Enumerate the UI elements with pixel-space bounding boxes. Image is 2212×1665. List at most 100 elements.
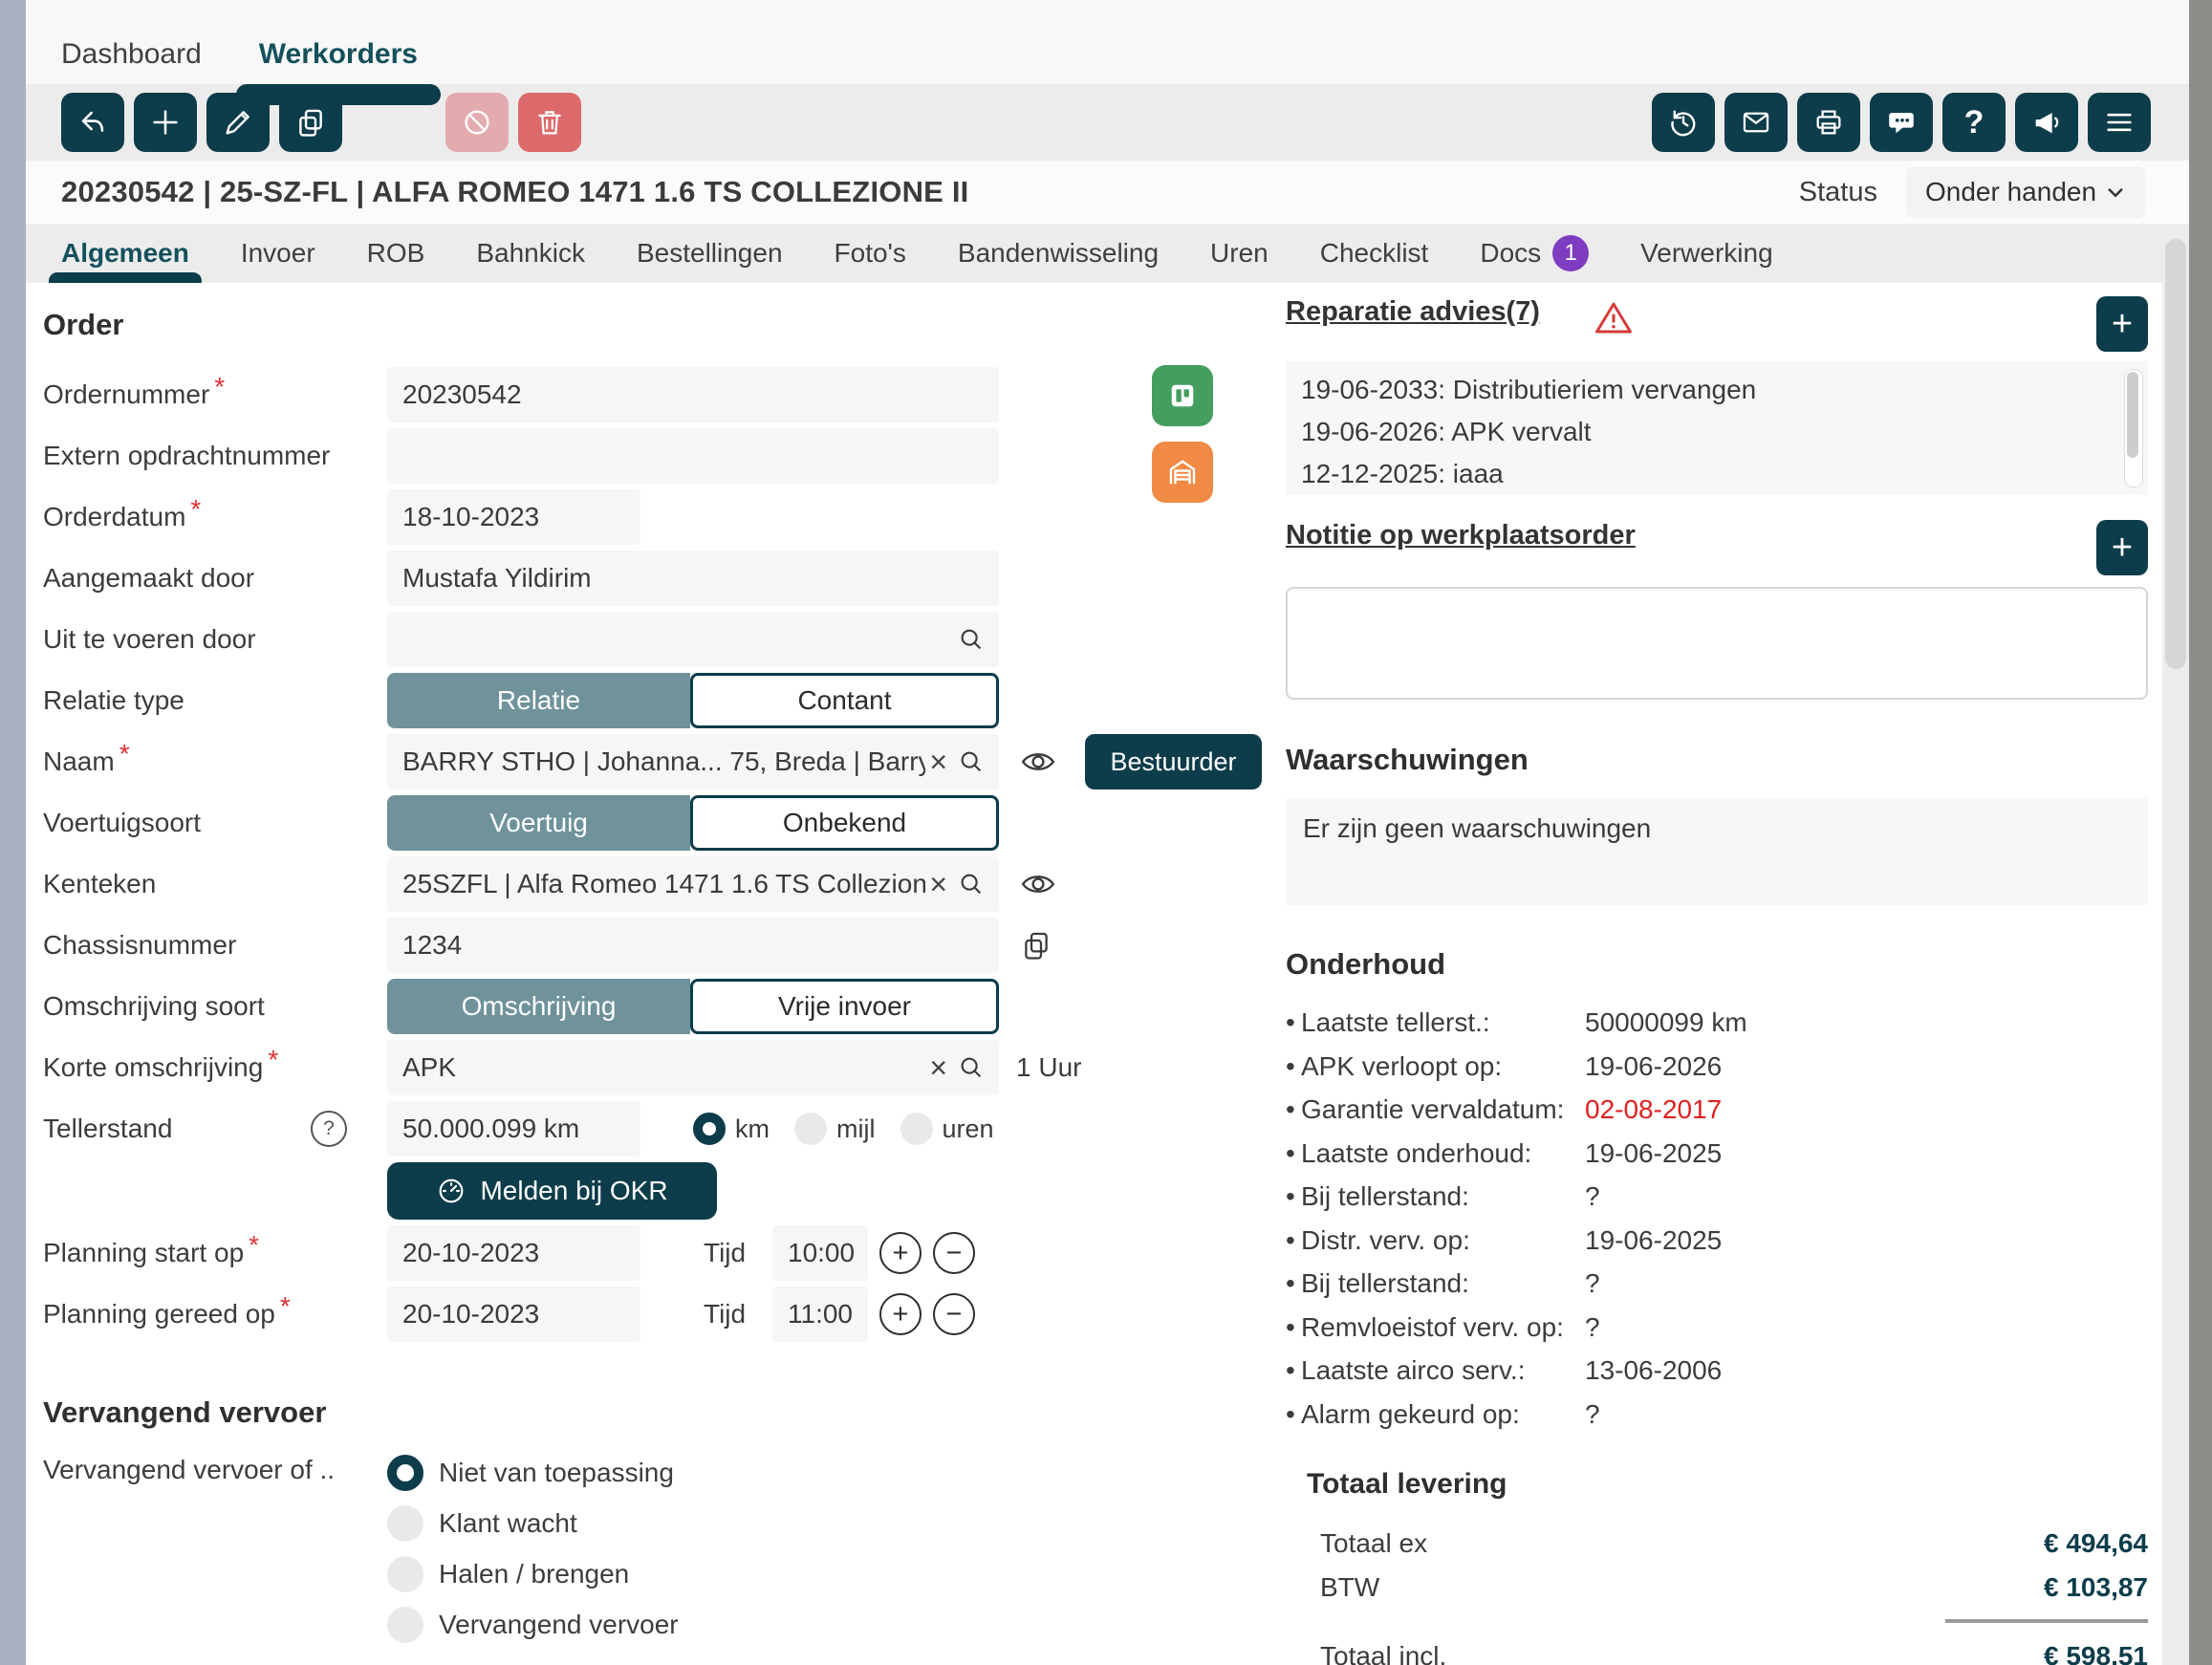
search-icon[interactable] [957,870,986,898]
time-minus-button[interactable]: − [933,1232,975,1274]
radio-unselected[interactable] [794,1113,827,1145]
btw-value: € 103,87 [2044,1572,2148,1602]
tab-checklist[interactable]: Checklist [1294,238,1455,269]
orderdatum-input[interactable]: 18-10-2023 [387,489,640,545]
announcements-button[interactable] [2015,93,2078,152]
tab-bahnkick[interactable]: Bahnkick [450,238,611,269]
reparatie-advies-heading[interactable]: Reparatie advies(7) [1286,296,1540,327]
onderhoud-row: • Garantie vervaldatum: 02-08-2017 [1286,1088,2148,1132]
tab-docs[interactable]: Docs 1 [1454,235,1615,271]
tab-invoer[interactable]: Invoer [215,238,341,269]
aangemaakt-input[interactable]: Mustafa Yildirim [387,551,999,606]
extern-input[interactable] [387,428,999,484]
radio-selected[interactable] [693,1113,726,1145]
notitie-heading[interactable]: Notitie op werkplaatsorder [1286,520,1636,551]
garage-button[interactable] [1152,442,1213,503]
advies-item[interactable]: 19-06-2026: APK vervalt [1301,417,1592,446]
status-select[interactable]: Onder handen [1906,166,2145,218]
tellerstand-input[interactable]: 50.000.099 km [387,1101,640,1157]
tab-algemeen[interactable]: Algemeen [35,238,215,290]
vv-option-label: Klant wacht [439,1508,577,1538]
page-scrollbar-thumb[interactable] [2165,239,2186,669]
page-title: 20230542 | 25-SZ-FL | ALFA ROMEO 1471 1.… [61,175,969,208]
back-button[interactable] [61,93,124,152]
kenteken-input[interactable]: 25SZFL | Alfa Romeo 1471 1.6 TS Collezio… [387,856,999,912]
menu-button[interactable] [2088,93,2151,152]
toggle-option-vrije-invoer[interactable]: Vrije invoer [690,979,999,1034]
add-notitie-button[interactable]: + [2096,520,2148,575]
search-icon[interactable] [957,1053,986,1082]
advies-scrollbar[interactable] [2124,369,2143,487]
docs-badge: 1 [1552,235,1590,271]
page-scrollbar[interactable] [2162,224,2189,1665]
advies-scrollbar-thumb[interactable] [2127,372,2138,458]
reparatie-advies-list[interactable]: 19-06-2033: Distributieriem vervangen 19… [1286,361,2148,495]
vv-option-klant-wacht[interactable]: Klant wacht [387,1505,679,1542]
copy-icon[interactable] [1020,929,1052,962]
toggle-option-voertuig[interactable]: Voertuig [387,795,690,851]
tab-verwerking[interactable]: Verwerking [1615,238,1799,269]
clear-icon[interactable]: × [929,1050,947,1085]
bestuurder-button[interactable]: Bestuurder [1085,734,1262,789]
toggle-label: Vrije invoer [777,991,911,1021]
advies-item[interactable]: 19-06-2033: Distributieriem vervangen [1301,375,1757,404]
vv-option-vervangend-vervoer[interactable]: Vervangend vervoer [387,1607,679,1643]
naam-input[interactable]: BARRY STHO | Johanna... 75, Breda | Barr… [387,734,999,789]
unit-option-uren[interactable]: uren [900,1113,994,1145]
time-plus-button[interactable]: + [879,1293,922,1335]
tab-rob[interactable]: ROB [341,238,451,269]
planning-gereed-date-input[interactable]: 20-10-2023 [387,1287,640,1342]
onderhoud-value: 13-06-2006 [1585,1355,1723,1385]
toggle-option-omschrijving[interactable]: Omschrijving [387,979,690,1034]
uitvoeren-input[interactable] [387,612,999,667]
vv-option-halen-brengen[interactable]: Halen / brengen [387,1556,679,1592]
tab-label: Uren [1210,238,1269,268]
time-plus-button[interactable]: + [879,1232,922,1274]
cancel-order-button[interactable] [445,93,509,152]
planning-start-date-input[interactable]: 20-10-2023 [387,1225,640,1281]
tab-fotos[interactable]: Foto's [809,238,932,269]
toggle-option-onbekend[interactable]: Onbekend [690,795,999,851]
eye-icon[interactable] [1020,866,1056,902]
nav-item-werkorders[interactable]: Werkorders [235,38,442,105]
help-button[interactable]: ? [1942,93,2006,152]
search-icon[interactable] [957,625,986,654]
toggle-option-contant[interactable]: Contant [690,673,999,728]
clear-icon[interactable]: × [929,867,947,901]
search-icon[interactable] [957,747,986,776]
radio-unselected[interactable] [900,1113,933,1145]
tab-bestellingen[interactable]: Bestellingen [611,238,809,269]
help-icon[interactable]: ? [311,1111,347,1147]
planning-gereed-time-input[interactable]: 11:00 [772,1287,868,1342]
advies-item[interactable]: 12-12-2025: iaaa [1301,459,1504,488]
delete-button[interactable] [518,93,581,152]
melden-okr-button[interactable]: Melden bij OKR [387,1162,717,1220]
radio-selected[interactable] [387,1455,423,1491]
vv-option-niet-van-toepassing[interactable]: Niet van toepassing [387,1455,679,1491]
planboard-button[interactable] [1152,365,1213,426]
unit-option-mijl[interactable]: mijl [794,1113,876,1145]
toggle-option-relatie[interactable]: Relatie [387,673,690,728]
radio-unselected[interactable] [387,1505,423,1542]
eye-icon[interactable] [1020,744,1056,780]
print-button[interactable] [1797,93,1860,152]
email-button[interactable] [1724,93,1788,152]
nav-item-dashboard[interactable]: Dashboard [61,38,202,70]
chassisnummer-input[interactable]: 1234 [387,918,999,973]
planning-start-time-input[interactable]: 10:00 [772,1225,868,1281]
notitie-textarea[interactable] [1286,587,2148,700]
ordernummer-input[interactable]: 20230542 [387,367,999,422]
unit-option-km[interactable]: km [693,1113,770,1145]
korte-omschrijving-input[interactable]: APK × [387,1040,999,1095]
add-button[interactable] [134,93,197,152]
chat-button[interactable] [1870,93,1933,152]
time-minus-button[interactable]: − [933,1293,975,1335]
add-reparatie-advies-button[interactable]: + [2096,296,2148,352]
tab-bandenwisseling[interactable]: Bandenwisseling [932,238,1184,269]
field-row-naam: Naam * BARRY STHO | Johanna... 75, Breda … [43,734,1281,789]
tab-uren[interactable]: Uren [1184,238,1294,269]
clear-icon[interactable]: × [929,745,947,779]
history-button[interactable] [1652,93,1715,152]
radio-unselected[interactable] [387,1607,423,1643]
radio-unselected[interactable] [387,1556,423,1592]
